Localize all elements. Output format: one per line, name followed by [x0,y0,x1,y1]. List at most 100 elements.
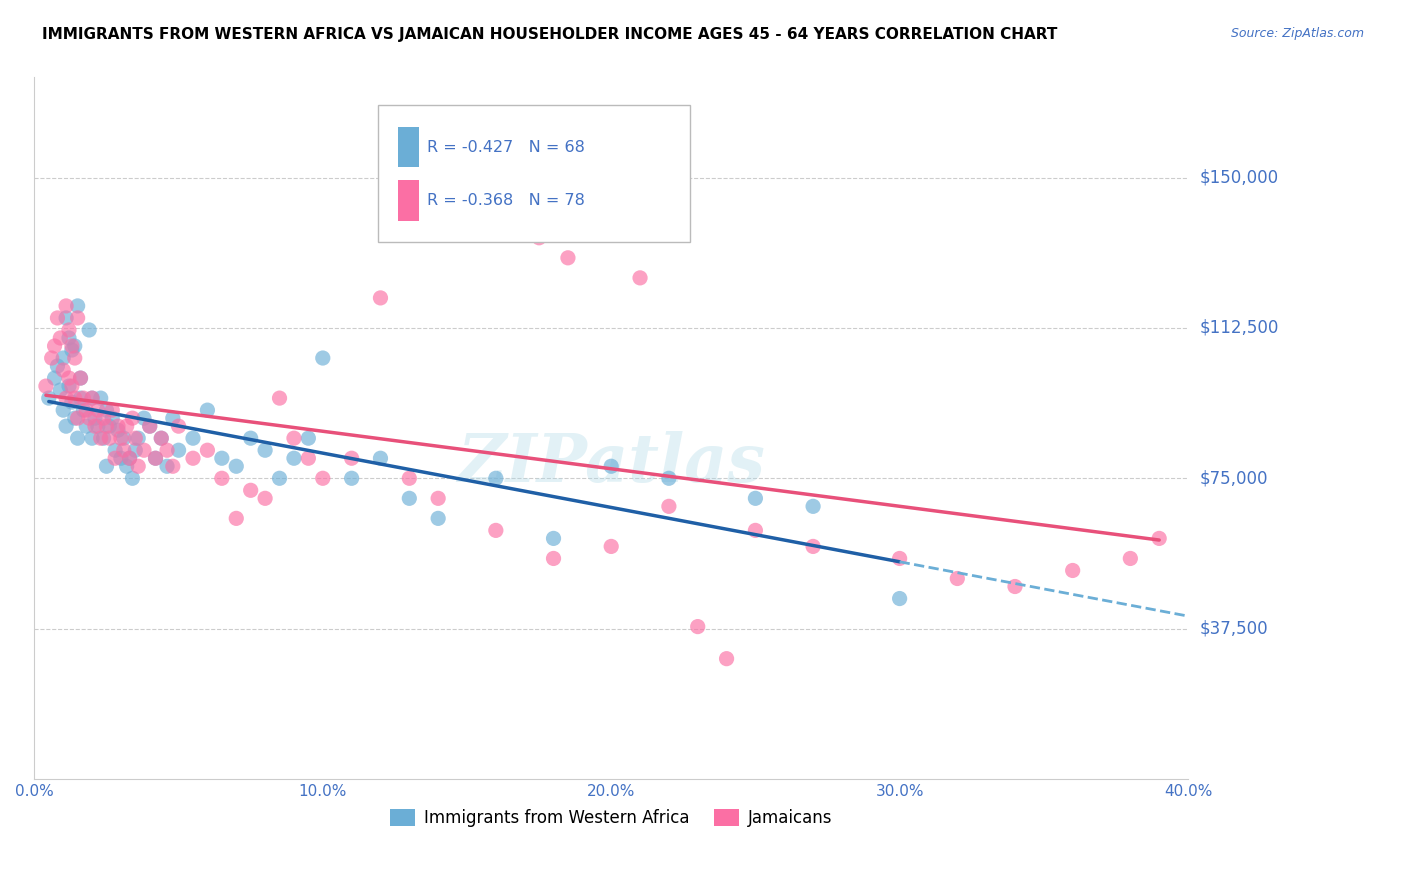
Point [75,419,97,434]
Point [60,339,83,353]
Point [60,395,83,409]
Point [72,403,94,417]
Point [110,431,132,445]
Point [889,551,911,566]
Point [340,471,363,485]
Point [49,331,72,345]
Point [1062,564,1084,578]
Point [96,403,118,417]
Point [312,471,335,485]
Point [312,351,335,365]
Point [239,431,262,445]
Point [66,411,89,425]
Point [66,310,89,325]
Point [254,491,277,506]
Point [46,310,69,325]
Point [145,451,167,466]
Point [41,351,63,365]
Point [69,371,91,385]
Point [52,351,75,365]
Point [44,371,66,385]
Point [162,411,184,425]
Point [44,339,66,353]
Point [427,511,450,525]
Point [716,651,738,665]
Point [112,431,135,445]
Point [60,379,83,393]
Point [107,423,129,437]
Point [55,299,77,313]
Bar [398,127,419,167]
Text: $75,000: $75,000 [1199,469,1268,487]
Point [181,431,204,445]
Point [297,431,319,445]
Text: IMMIGRANTS FROM WESTERN AFRICA VS JAMAICAN HOUSEHOLDER INCOME AGES 45 - 64 YEARS: IMMIGRANTS FROM WESTERN AFRICA VS JAMAIC… [42,27,1057,42]
Point [115,419,138,434]
Point [63,391,86,405]
Point [66,299,89,313]
Point [98,431,121,445]
Point [557,251,579,265]
Point [658,202,681,217]
Point [55,419,77,434]
Point [98,419,121,434]
Point [1004,580,1026,594]
Point [90,431,112,445]
Point [77,411,100,425]
Point [124,431,146,445]
Point [52,403,75,417]
Point [283,431,305,445]
Point [69,391,91,405]
Point [686,619,709,633]
Point [38,391,60,405]
Point [132,443,155,458]
Point [58,323,80,337]
Point [225,459,247,474]
Point [80,391,103,405]
Point [93,411,115,425]
Text: $37,500: $37,500 [1199,620,1268,638]
Point [60,343,83,357]
Point [398,491,420,506]
Point [181,451,204,466]
Point [485,524,508,538]
Point [485,471,508,485]
Point [600,540,623,554]
Point [101,403,124,417]
Point [55,391,77,405]
FancyBboxPatch shape [378,105,690,243]
Point [121,411,143,425]
Point [121,471,143,485]
Point [254,443,277,458]
Point [101,411,124,425]
Point [145,451,167,466]
Point [87,403,110,417]
Point [127,459,149,474]
Point [124,443,146,458]
Point [239,483,262,498]
Point [370,291,392,305]
Point [889,591,911,606]
Point [63,411,86,425]
Point [156,443,179,458]
Point [744,524,766,538]
Point [69,371,91,385]
Point [658,471,681,485]
Point [118,451,141,466]
Point [499,211,522,225]
Point [55,310,77,325]
Point [52,363,75,377]
Point [75,403,97,417]
Point [162,459,184,474]
Point [167,419,190,434]
Point [77,323,100,337]
Point [150,431,173,445]
Point [150,431,173,445]
Point [49,383,72,397]
Point [543,551,565,566]
Point [110,451,132,466]
Point [801,500,824,514]
Point [527,231,550,245]
Point [225,511,247,525]
Point [269,391,291,405]
